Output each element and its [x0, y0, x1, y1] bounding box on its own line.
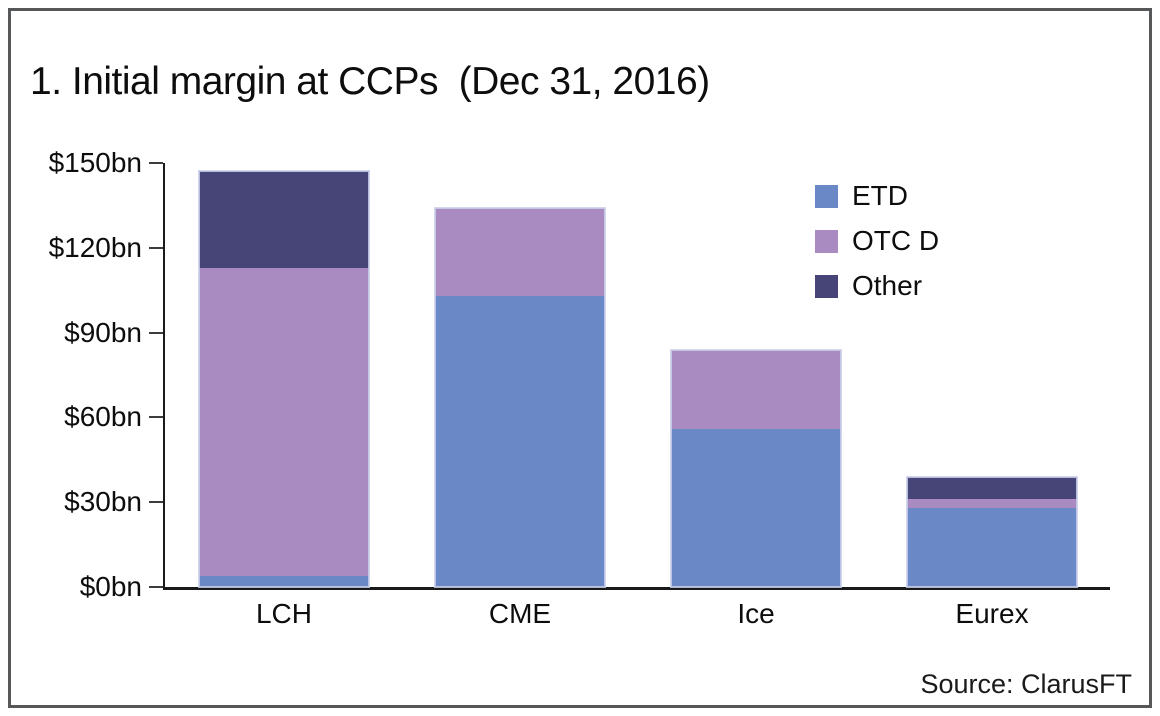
y-axis-tick-label: $60bn — [64, 401, 142, 433]
legend-item-etd: ETD — [815, 180, 939, 211]
legend-label-otc-d: OTC D — [852, 225, 940, 256]
category-label-eurex: Eurex — [955, 598, 1029, 629]
y-axis-tick — [149, 416, 163, 419]
category-label-cme: CME — [488, 598, 552, 629]
bar-cme — [434, 207, 606, 588]
bar-segment-etd-ice — [671, 428, 841, 587]
bar-segment-other-lch — [199, 171, 369, 268]
bar-lch — [198, 170, 370, 588]
y-axis-tick-label: $120bn — [48, 231, 142, 263]
y-axis-tick — [149, 586, 163, 588]
y-axis-tick — [149, 331, 163, 334]
legend-swatch-etd — [815, 184, 838, 208]
y-axis-tick — [149, 162, 163, 164]
legend-label-other: Other — [852, 270, 923, 301]
legend-label-etd: ETD — [852, 180, 908, 211]
bar-segment-etd-eurex — [907, 507, 1077, 587]
chart-legend: ETD OTC D Other — [815, 180, 940, 319]
bar-eurex — [906, 475, 1078, 588]
category-label-lch: LCH — [255, 598, 312, 629]
legend-item-otc-d: OTC D — [815, 225, 940, 256]
source-label: Source: ClarusFT — [920, 669, 1132, 699]
category-label-ice: Ice — [737, 598, 775, 629]
bar-segment-otc-d-eurex — [907, 499, 1077, 508]
bar-segment-other-eurex — [907, 476, 1077, 500]
bar-segment-etd-cme — [435, 295, 605, 587]
y-axis-tick-label: $30bn — [64, 486, 142, 518]
bar-ice — [670, 348, 842, 588]
y-axis-tick — [149, 246, 163, 249]
y-axis-line — [163, 163, 165, 590]
chart-title: 1. Initial margin at CCPs (Dec 31, 2016) — [30, 60, 710, 104]
legend-item-other: Other — [815, 270, 939, 301]
bar-segment-otc-d-lch — [199, 267, 369, 576]
bar-segment-etd-lch — [199, 575, 369, 587]
bar-segment-otc-d-cme — [435, 208, 605, 296]
y-axis-tick — [149, 501, 163, 504]
x-axis-line — [163, 587, 1110, 590]
legend-swatch-other — [815, 274, 838, 298]
legend-swatch-otc-d — [815, 229, 838, 253]
bar-segment-otc-d-ice — [671, 349, 841, 429]
y-axis-tick-label: $90bn — [64, 316, 142, 348]
y-axis-tick-label: $0bn — [79, 571, 142, 602]
y-axis-tick-label: $150bn — [48, 147, 142, 178]
